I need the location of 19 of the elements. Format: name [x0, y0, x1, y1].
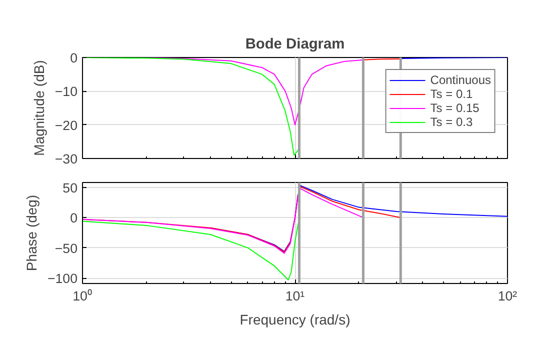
- x-tick-label: 10²: [498, 288, 518, 304]
- legend-label: Continuous: [430, 73, 491, 87]
- x-tick-label: 10⁰: [72, 288, 92, 304]
- y-axis-title: Phase (deg): [23, 194, 40, 272]
- legend-label: Ts = 0.1: [430, 87, 473, 101]
- y-tick-label: −10: [54, 84, 78, 100]
- y-tick-label: 50: [62, 180, 78, 196]
- chart-title: Bode Diagram: [245, 36, 345, 52]
- legend-label: Ts = 0.15: [430, 101, 480, 115]
- y-tick-label: −100: [47, 271, 78, 286]
- y-tick-label: 0: [70, 50, 78, 66]
- legend-label: Ts = 0.3: [430, 115, 473, 129]
- x-tick-label: 10¹: [285, 288, 306, 304]
- y-tick-label: 0: [70, 210, 78, 226]
- y-tick-label: −50: [54, 240, 78, 256]
- y-tick-label: −30: [54, 152, 78, 166]
- x-axis-title: Frequency (rad/s): [240, 312, 350, 328]
- y-tick-label: −20: [54, 118, 78, 133]
- y-axis-title: Magnitude (dB): [30, 60, 47, 156]
